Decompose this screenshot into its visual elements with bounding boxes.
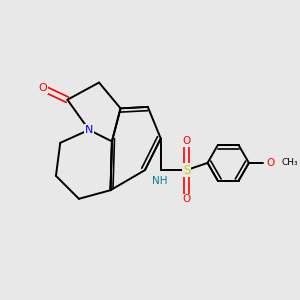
- Text: O: O: [39, 83, 47, 93]
- Text: O: O: [182, 136, 191, 146]
- Text: S: S: [183, 164, 190, 177]
- Text: CH₃: CH₃: [281, 158, 298, 167]
- Text: NH: NH: [152, 176, 168, 186]
- Text: O: O: [267, 158, 275, 168]
- Text: N: N: [85, 125, 93, 135]
- Text: O: O: [182, 194, 191, 204]
